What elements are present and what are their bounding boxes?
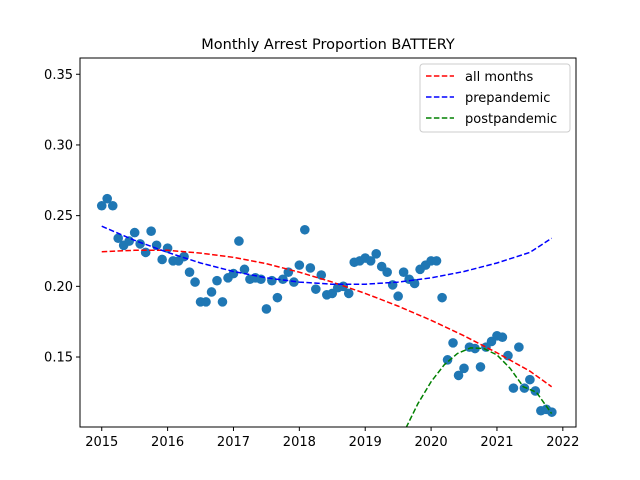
data-point	[442, 355, 453, 365]
data-point	[371, 249, 382, 259]
data-point	[184, 267, 195, 277]
data-point	[409, 278, 420, 289]
y-tick-label: 0.30	[44, 138, 73, 153]
data-point	[107, 200, 118, 211]
data-point	[431, 256, 442, 266]
data-point	[124, 236, 134, 246]
data-point	[278, 274, 288, 285]
data-point	[217, 297, 228, 307]
fit-line-all-months	[101, 249, 553, 388]
x-tick-label: 2019	[349, 435, 382, 450]
data-point	[305, 263, 316, 273]
data-point	[157, 254, 167, 265]
data-point	[113, 233, 123, 244]
x-tick-label: 2022	[546, 435, 579, 450]
y-axis: 0.15 0.20 0.25 0.30 0.35	[44, 68, 80, 366]
legend-label-all-months: all months	[465, 70, 534, 85]
y-tick-label: 0.20	[44, 280, 73, 295]
data-point	[514, 342, 524, 352]
data-point	[146, 226, 156, 236]
plot-frame	[79, 57, 577, 428]
fit-line-prepandemic	[101, 225, 553, 285]
data-point	[497, 332, 508, 343]
data-point	[437, 292, 447, 303]
data-point	[201, 297, 211, 307]
data-point	[261, 304, 272, 314]
data-point	[398, 267, 409, 277]
y-tick-label: 0.35	[44, 68, 73, 83]
data-point	[470, 343, 480, 354]
data-point	[300, 224, 310, 235]
x-tick-label: 2017	[217, 435, 250, 450]
data-point	[382, 267, 392, 277]
data-point	[179, 251, 189, 262]
legend-box	[419, 63, 571, 133]
data-point	[206, 287, 217, 297]
data-point	[393, 291, 403, 302]
data-point	[234, 236, 244, 246]
x-tick-label: 2016	[151, 435, 184, 450]
data-point	[503, 350, 513, 361]
data-point	[448, 338, 458, 348]
data-point	[256, 274, 266, 285]
data-point	[508, 383, 519, 393]
data-point	[343, 288, 354, 299]
data-point	[459, 363, 469, 374]
data-point	[129, 227, 140, 238]
fit-line-postpandemic	[405, 347, 553, 427]
y-tick-label: 0.15	[44, 351, 73, 366]
data-point	[135, 239, 145, 249]
legend-label-postpandemic: postpandemic	[465, 112, 557, 127]
y-tick-label: 0.25	[44, 209, 73, 224]
chart-title: Monthly Arrest Proportion BATTERY	[201, 37, 455, 53]
data-point	[267, 275, 277, 286]
data-point	[311, 284, 321, 294]
x-tick-label: 2018	[283, 435, 316, 450]
x-tick-label: 2021	[480, 435, 513, 450]
data-point	[140, 247, 151, 258]
data-point	[316, 270, 327, 280]
x-axis: 2015 2016 2017 2018 2019 2020 2021 2022	[85, 427, 579, 450]
legend-label-prepandemic: prepandemic	[465, 91, 550, 106]
data-point	[272, 292, 283, 303]
x-tick-label: 2015	[85, 435, 118, 450]
data-point	[453, 370, 464, 381]
data-point	[294, 260, 305, 270]
data-point	[365, 256, 376, 266]
data-point	[102, 193, 112, 204]
data-point	[519, 383, 530, 393]
data-point	[212, 275, 222, 286]
legend: all months prepandemic postpandemic	[419, 63, 571, 133]
x-tick-label: 2020	[415, 435, 448, 450]
data-point	[96, 200, 107, 211]
data-point	[475, 362, 486, 372]
plot-area	[96, 193, 557, 427]
data-point	[239, 264, 250, 275]
data-point	[190, 277, 200, 287]
data-point	[525, 374, 535, 385]
